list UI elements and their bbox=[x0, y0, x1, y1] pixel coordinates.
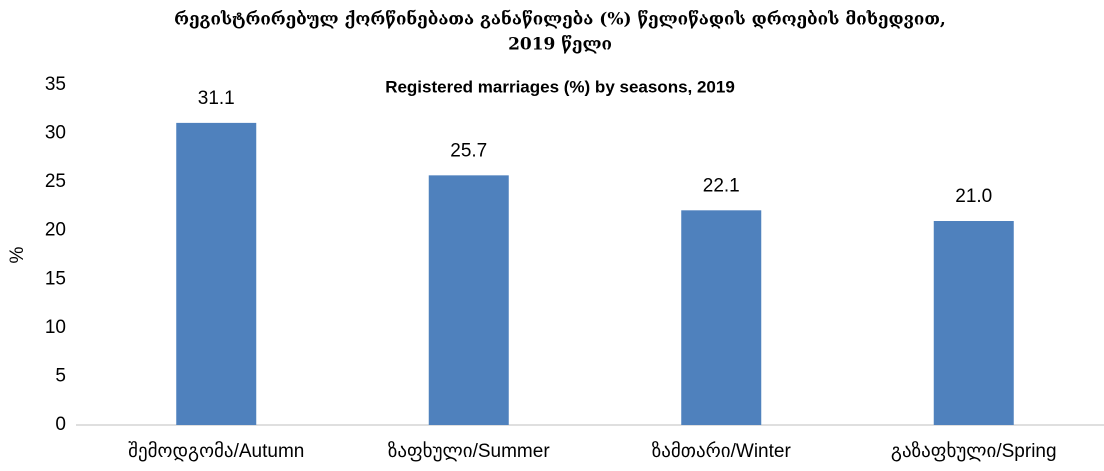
y-tick-label: 35 bbox=[45, 74, 66, 95]
data-label: 21.0 bbox=[955, 186, 992, 207]
bar bbox=[933, 221, 1014, 425]
y-tick-label: 15 bbox=[45, 268, 66, 289]
data-label: 25.7 bbox=[450, 140, 487, 161]
y-tick-label: 25 bbox=[45, 171, 66, 192]
x-tick-label: გაზაფხული/Spring bbox=[891, 441, 1057, 462]
chart-title: 2019 წელი bbox=[508, 35, 612, 55]
y-tick-label: 0 bbox=[55, 414, 66, 435]
x-tick-label: ზაფხული/Summer bbox=[388, 441, 550, 462]
data-label: 22.1 bbox=[703, 175, 740, 196]
x-tick-label: შემოდგომა/Autumn bbox=[128, 441, 304, 462]
bar bbox=[428, 175, 509, 425]
y-tick-label: 5 bbox=[55, 365, 66, 386]
bar bbox=[176, 122, 257, 425]
y-tick-label: 30 bbox=[45, 123, 66, 144]
bar bbox=[681, 210, 762, 425]
chart-title: რეგისტრირებულ ქორწინებათა განაწილება (%)… bbox=[174, 9, 946, 30]
y-tick-label: 10 bbox=[45, 317, 66, 338]
x-tick-label: ზამთარი/Winter bbox=[652, 441, 792, 462]
y-tick-label: 20 bbox=[45, 220, 66, 241]
chart-subtitle: Registered marriages (%) by seasons, 201… bbox=[385, 77, 735, 96]
data-label: 31.1 bbox=[198, 88, 235, 109]
y-axis-label: % bbox=[7, 246, 28, 263]
